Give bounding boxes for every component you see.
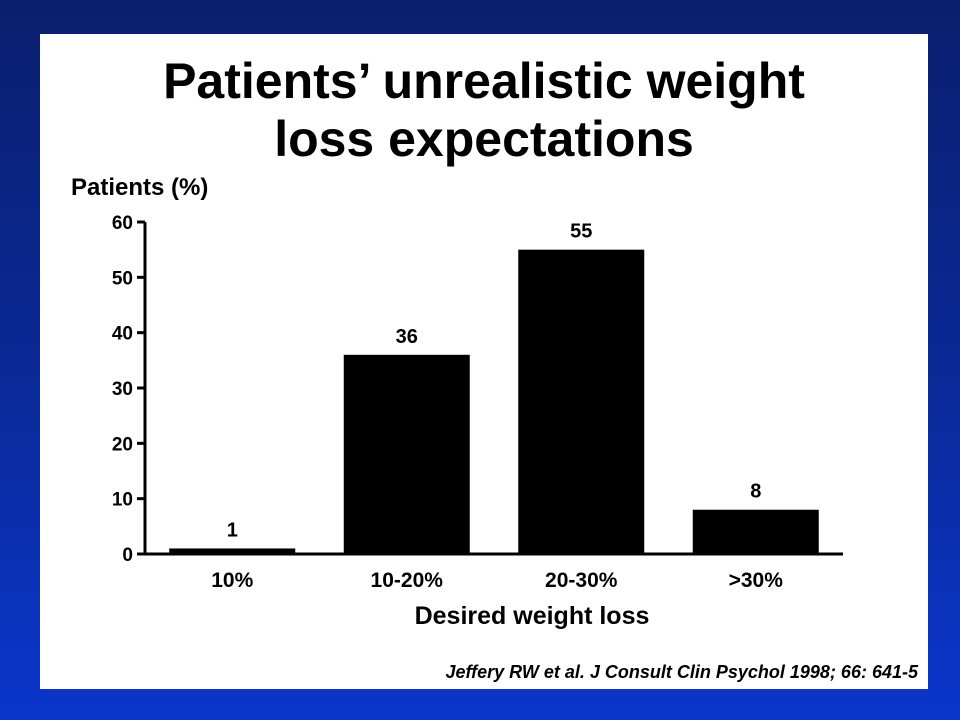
data-label: 55	[570, 221, 592, 243]
data-label: 36	[396, 326, 418, 348]
y-axis-label: Patients (%)	[71, 174, 209, 201]
y-tick-label: 10	[112, 490, 133, 511]
bar-10%	[169, 548, 296, 554]
y-tick-label: 60	[112, 213, 133, 234]
slide-panel: Patients’ unrealistic weight loss expect…	[40, 34, 928, 689]
bar-10-20%	[343, 354, 470, 554]
data-label: 8	[750, 481, 761, 503]
y-tick-label: 40	[112, 324, 133, 345]
x-tick-label: 10%	[211, 569, 253, 592]
x-tick-label: 20-30%	[545, 569, 618, 592]
y-tick-label: 50	[112, 268, 133, 289]
citation: Jeffery RW et al. J Consult Clin Psychol…	[445, 662, 918, 682]
bar->30%	[692, 509, 819, 554]
x-tick-label: 10-20%	[371, 569, 444, 592]
bar-chart: 0 10 20 30 40 50 60 1 10% 36 10-20% 55 20-30% 8 >30%	[112, 213, 843, 592]
x-axis-label: Desired weight loss	[414, 602, 650, 630]
title-line-1: Patients’ unrealistic weight	[163, 53, 805, 109]
chart-title: Patients’ unrealistic weight loss expect…	[40, 52, 928, 168]
y-tick-label: 0	[122, 545, 133, 566]
y-tick-label: 30	[112, 379, 133, 400]
data-label: 1	[227, 519, 238, 541]
bar-20-30%	[518, 249, 645, 554]
x-tick-label: >30%	[729, 569, 784, 592]
y-tick-label: 20	[112, 434, 133, 455]
title-line-2: loss expectations	[274, 111, 694, 167]
